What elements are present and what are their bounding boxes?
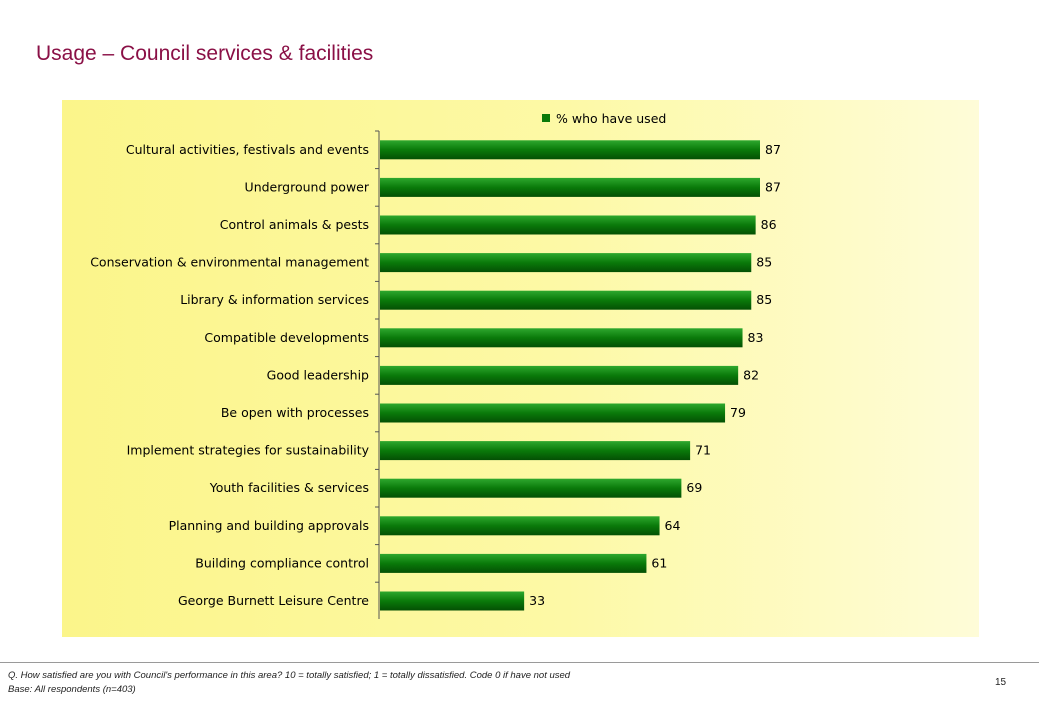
category-label: Compatible developments xyxy=(204,330,369,345)
category-label: Building compliance control xyxy=(195,555,369,570)
bar xyxy=(380,328,743,348)
bar xyxy=(380,177,760,197)
bar xyxy=(380,140,760,160)
value-label: 64 xyxy=(665,518,681,533)
category-label: Good leadership xyxy=(267,367,369,382)
bar xyxy=(380,591,525,611)
value-label: 87 xyxy=(765,179,781,194)
page-number: 15 xyxy=(995,677,1007,688)
footer-divider xyxy=(0,662,1039,663)
value-label: 61 xyxy=(651,555,667,570)
legend-label: % who have used xyxy=(556,111,666,126)
category-label: Cultural activities, festivals and event… xyxy=(126,142,369,157)
bar xyxy=(380,403,726,423)
page-title: Usage – Council services & facilities xyxy=(36,42,374,65)
value-label: 82 xyxy=(743,367,759,382)
category-label: Underground power xyxy=(245,179,370,194)
value-label: 85 xyxy=(756,255,772,270)
bar xyxy=(380,253,752,273)
chart-panel: % who have used Cultural activities, fes… xyxy=(62,100,979,637)
value-label: 71 xyxy=(695,443,711,458)
category-label: Planning and building approvals xyxy=(169,518,369,533)
value-label: 86 xyxy=(761,217,777,232)
value-label: 87 xyxy=(765,142,781,157)
legend-swatch xyxy=(542,114,550,122)
value-label: 79 xyxy=(730,405,746,420)
footnote-question: Q. How satisfied are you with Council's … xyxy=(8,670,571,681)
bar xyxy=(380,215,756,235)
value-label: 83 xyxy=(748,330,764,345)
category-label: Library & information services xyxy=(180,292,369,307)
value-label: 85 xyxy=(756,292,772,307)
chart-legend: % who have used xyxy=(542,111,666,126)
category-label: Be open with processes xyxy=(221,405,369,420)
value-label: 69 xyxy=(686,480,702,495)
bar xyxy=(380,365,739,385)
category-label: Control animals & pests xyxy=(220,217,369,232)
footnote-base: Base: All respondents (n=403) xyxy=(8,684,136,695)
bar xyxy=(380,290,752,310)
bar xyxy=(380,441,691,461)
category-label: Implement strategies for sustainability xyxy=(127,443,370,458)
bar xyxy=(380,553,647,573)
category-label: George Burnett Leisure Centre xyxy=(178,593,369,608)
category-label: Youth facilities & services xyxy=(209,480,369,495)
category-label: Conservation & environmental management xyxy=(90,255,369,270)
value-label: 33 xyxy=(529,593,545,608)
bar xyxy=(380,516,660,536)
bar xyxy=(380,478,682,498)
bar-chart: % who have used Cultural activities, fes… xyxy=(90,111,781,619)
